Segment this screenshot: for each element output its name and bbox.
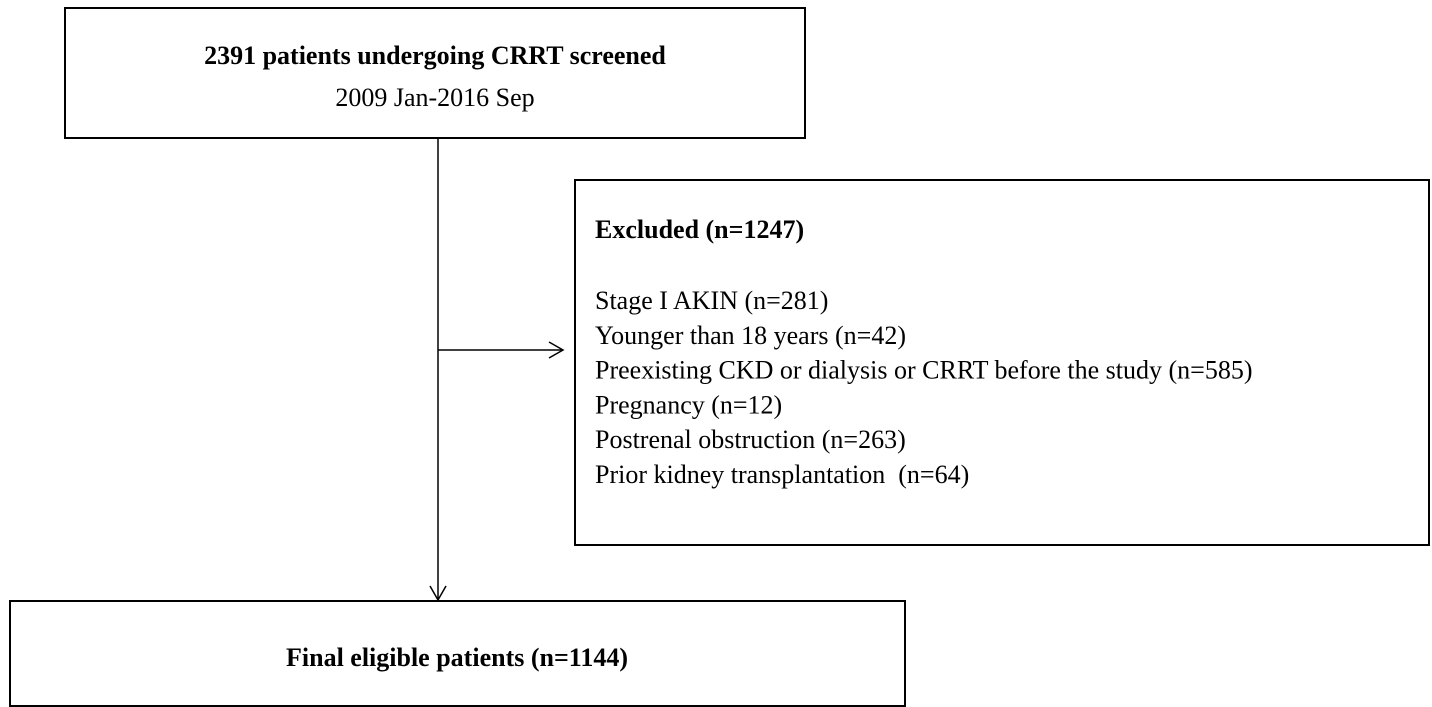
excluded-item: Pregnancy (n=12) [595, 390, 782, 419]
excluded-box [574, 179, 1430, 546]
excluded-item: Stage I AKIN (n=281) [595, 286, 828, 315]
final-title: Final eligible patients (n=1144) [286, 643, 628, 672]
screened-box [64, 7, 806, 139]
arrow-head [548, 341, 565, 359]
excluded-item: Preexisting CKD or dialysis or CRRT befo… [595, 356, 1253, 385]
screened-title: 2391 patients undergoing CRRT screened [204, 41, 666, 70]
excluded-item: Prior kidney transplantation (n=64) [595, 460, 969, 489]
final-box [9, 600, 906, 707]
excluded-item: Postrenal obstruction (n=263) [595, 425, 906, 454]
excluded-item: Younger than 18 years (n=42) [595, 321, 906, 350]
excluded-items: Stage I AKIN (n=281) Younger than 18 year… [595, 286, 1253, 489]
excluded-title: Excluded (n=1247) [595, 215, 804, 244]
screened-subtitle: 2009 Jan-2016 Sep [335, 83, 534, 112]
